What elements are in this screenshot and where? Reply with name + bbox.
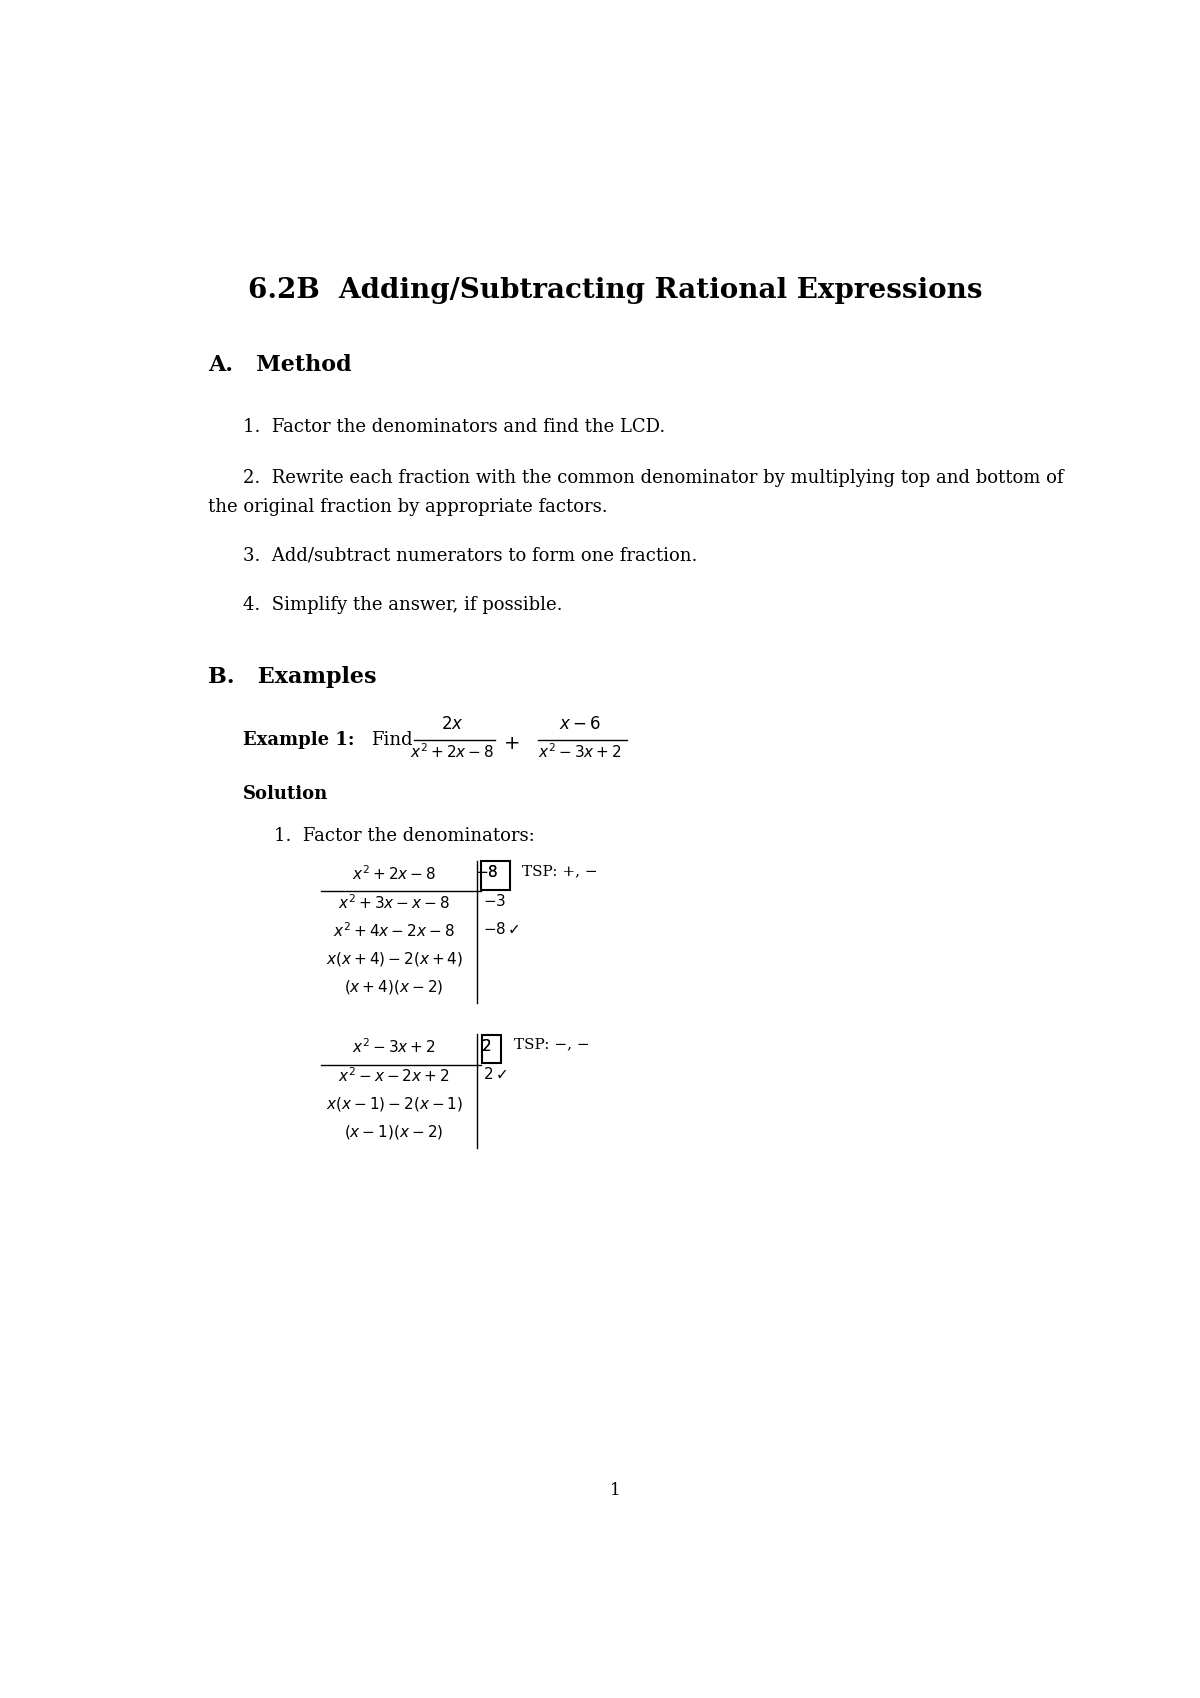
Text: 1.  Factor the denominators:: 1. Factor the denominators: [274, 827, 535, 846]
Text: $x^2-x-2x+2$: $x^2-x-2x+2$ [338, 1066, 450, 1085]
Text: $+$: $+$ [503, 735, 520, 752]
Text: $(x+4)(x-2)$: $(x+4)(x-2)$ [344, 978, 444, 997]
Text: TSP: +, −: TSP: +, − [522, 864, 598, 878]
Text: TSP: −, −: TSP: −, − [515, 1037, 590, 1051]
Text: $(x-1)(x-2)$: $(x-1)(x-2)$ [344, 1122, 444, 1141]
Text: $2\,\checkmark$: $2\,\checkmark$ [484, 1066, 508, 1082]
Text: 6.2B  Adding/Subtracting Rational Expressions: 6.2B Adding/Subtracting Rational Express… [247, 277, 983, 304]
Text: Solution: Solution [242, 784, 329, 803]
Text: 4.  Simplify the answer, if possible.: 4. Simplify the answer, if possible. [242, 596, 563, 615]
Text: Example 1:: Example 1: [242, 732, 354, 749]
Text: $2x$: $2x$ [440, 717, 463, 734]
Text: $x^2+2x-8$: $x^2+2x-8$ [352, 864, 436, 883]
Text: Find: Find [371, 732, 413, 749]
Text: $x^2+2x-8$: $x^2+2x-8$ [410, 742, 494, 761]
Text: $2$: $2$ [480, 1037, 491, 1054]
Text: $x-6$: $x-6$ [559, 717, 601, 734]
Text: 1.  Factor the denominators and find the LCD.: 1. Factor the denominators and find the … [242, 418, 665, 436]
Text: B.   Examples: B. Examples [208, 666, 377, 688]
Text: $x^2-3x+2$: $x^2-3x+2$ [539, 742, 622, 761]
Text: $-8\,\checkmark$: $-8\,\checkmark$ [484, 922, 521, 937]
Text: $-8$: $-8$ [475, 864, 499, 881]
Text: A.   Method: A. Method [208, 353, 352, 375]
Text: $x(x-1)-2(x-1)$: $x(x-1)-2(x-1)$ [325, 1095, 463, 1112]
Bar [481, 861, 510, 890]
Bar [481, 1034, 502, 1063]
Text: the original fraction by appropriate factors.: the original fraction by appropriate fac… [208, 498, 607, 516]
Text: $-8$: $-8$ [475, 864, 499, 881]
Text: $-3$: $-3$ [484, 893, 506, 908]
Text: $x^2+4x-2x-8$: $x^2+4x-2x-8$ [334, 922, 455, 941]
Text: $x^2-3x+2$: $x^2-3x+2$ [353, 1037, 436, 1056]
Text: $x^2+3x-x-8$: $x^2+3x-x-8$ [338, 893, 450, 912]
Text: $x(x+4)-2(x+4)$: $x(x+4)-2(x+4)$ [325, 949, 463, 968]
Text: 2.  Rewrite each fraction with the common denominator by multiplying top and bot: 2. Rewrite each fraction with the common… [242, 469, 1063, 487]
Text: 3.  Add/subtract numerators to form one fraction.: 3. Add/subtract numerators to form one f… [242, 547, 697, 564]
Text: $2$: $2$ [480, 1037, 491, 1054]
Text: 1: 1 [610, 1482, 620, 1499]
